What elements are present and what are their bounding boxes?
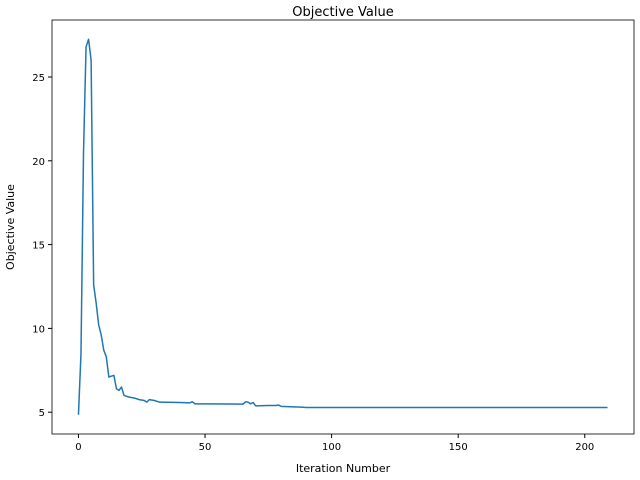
x-tick-label: 100 xyxy=(322,442,341,453)
x-axis-label: Iteration Number xyxy=(296,462,391,475)
y-tick-label: 5 xyxy=(39,408,45,419)
x-tick-label: 50 xyxy=(199,442,212,453)
plot-frame xyxy=(51,19,635,435)
y-tick-label: 10 xyxy=(32,324,45,335)
x-tick-label: 150 xyxy=(449,442,468,453)
y-tick-label: 20 xyxy=(32,157,45,168)
x-tick-label: 0 xyxy=(75,442,81,453)
x-tick-label: 200 xyxy=(575,442,594,453)
y-tick-label: 15 xyxy=(32,241,45,252)
chart-title: Objective Value xyxy=(292,5,393,20)
y-tick-label: 25 xyxy=(32,73,45,84)
y-axis-label: Objective Value xyxy=(4,184,17,270)
data-line xyxy=(77,38,608,415)
